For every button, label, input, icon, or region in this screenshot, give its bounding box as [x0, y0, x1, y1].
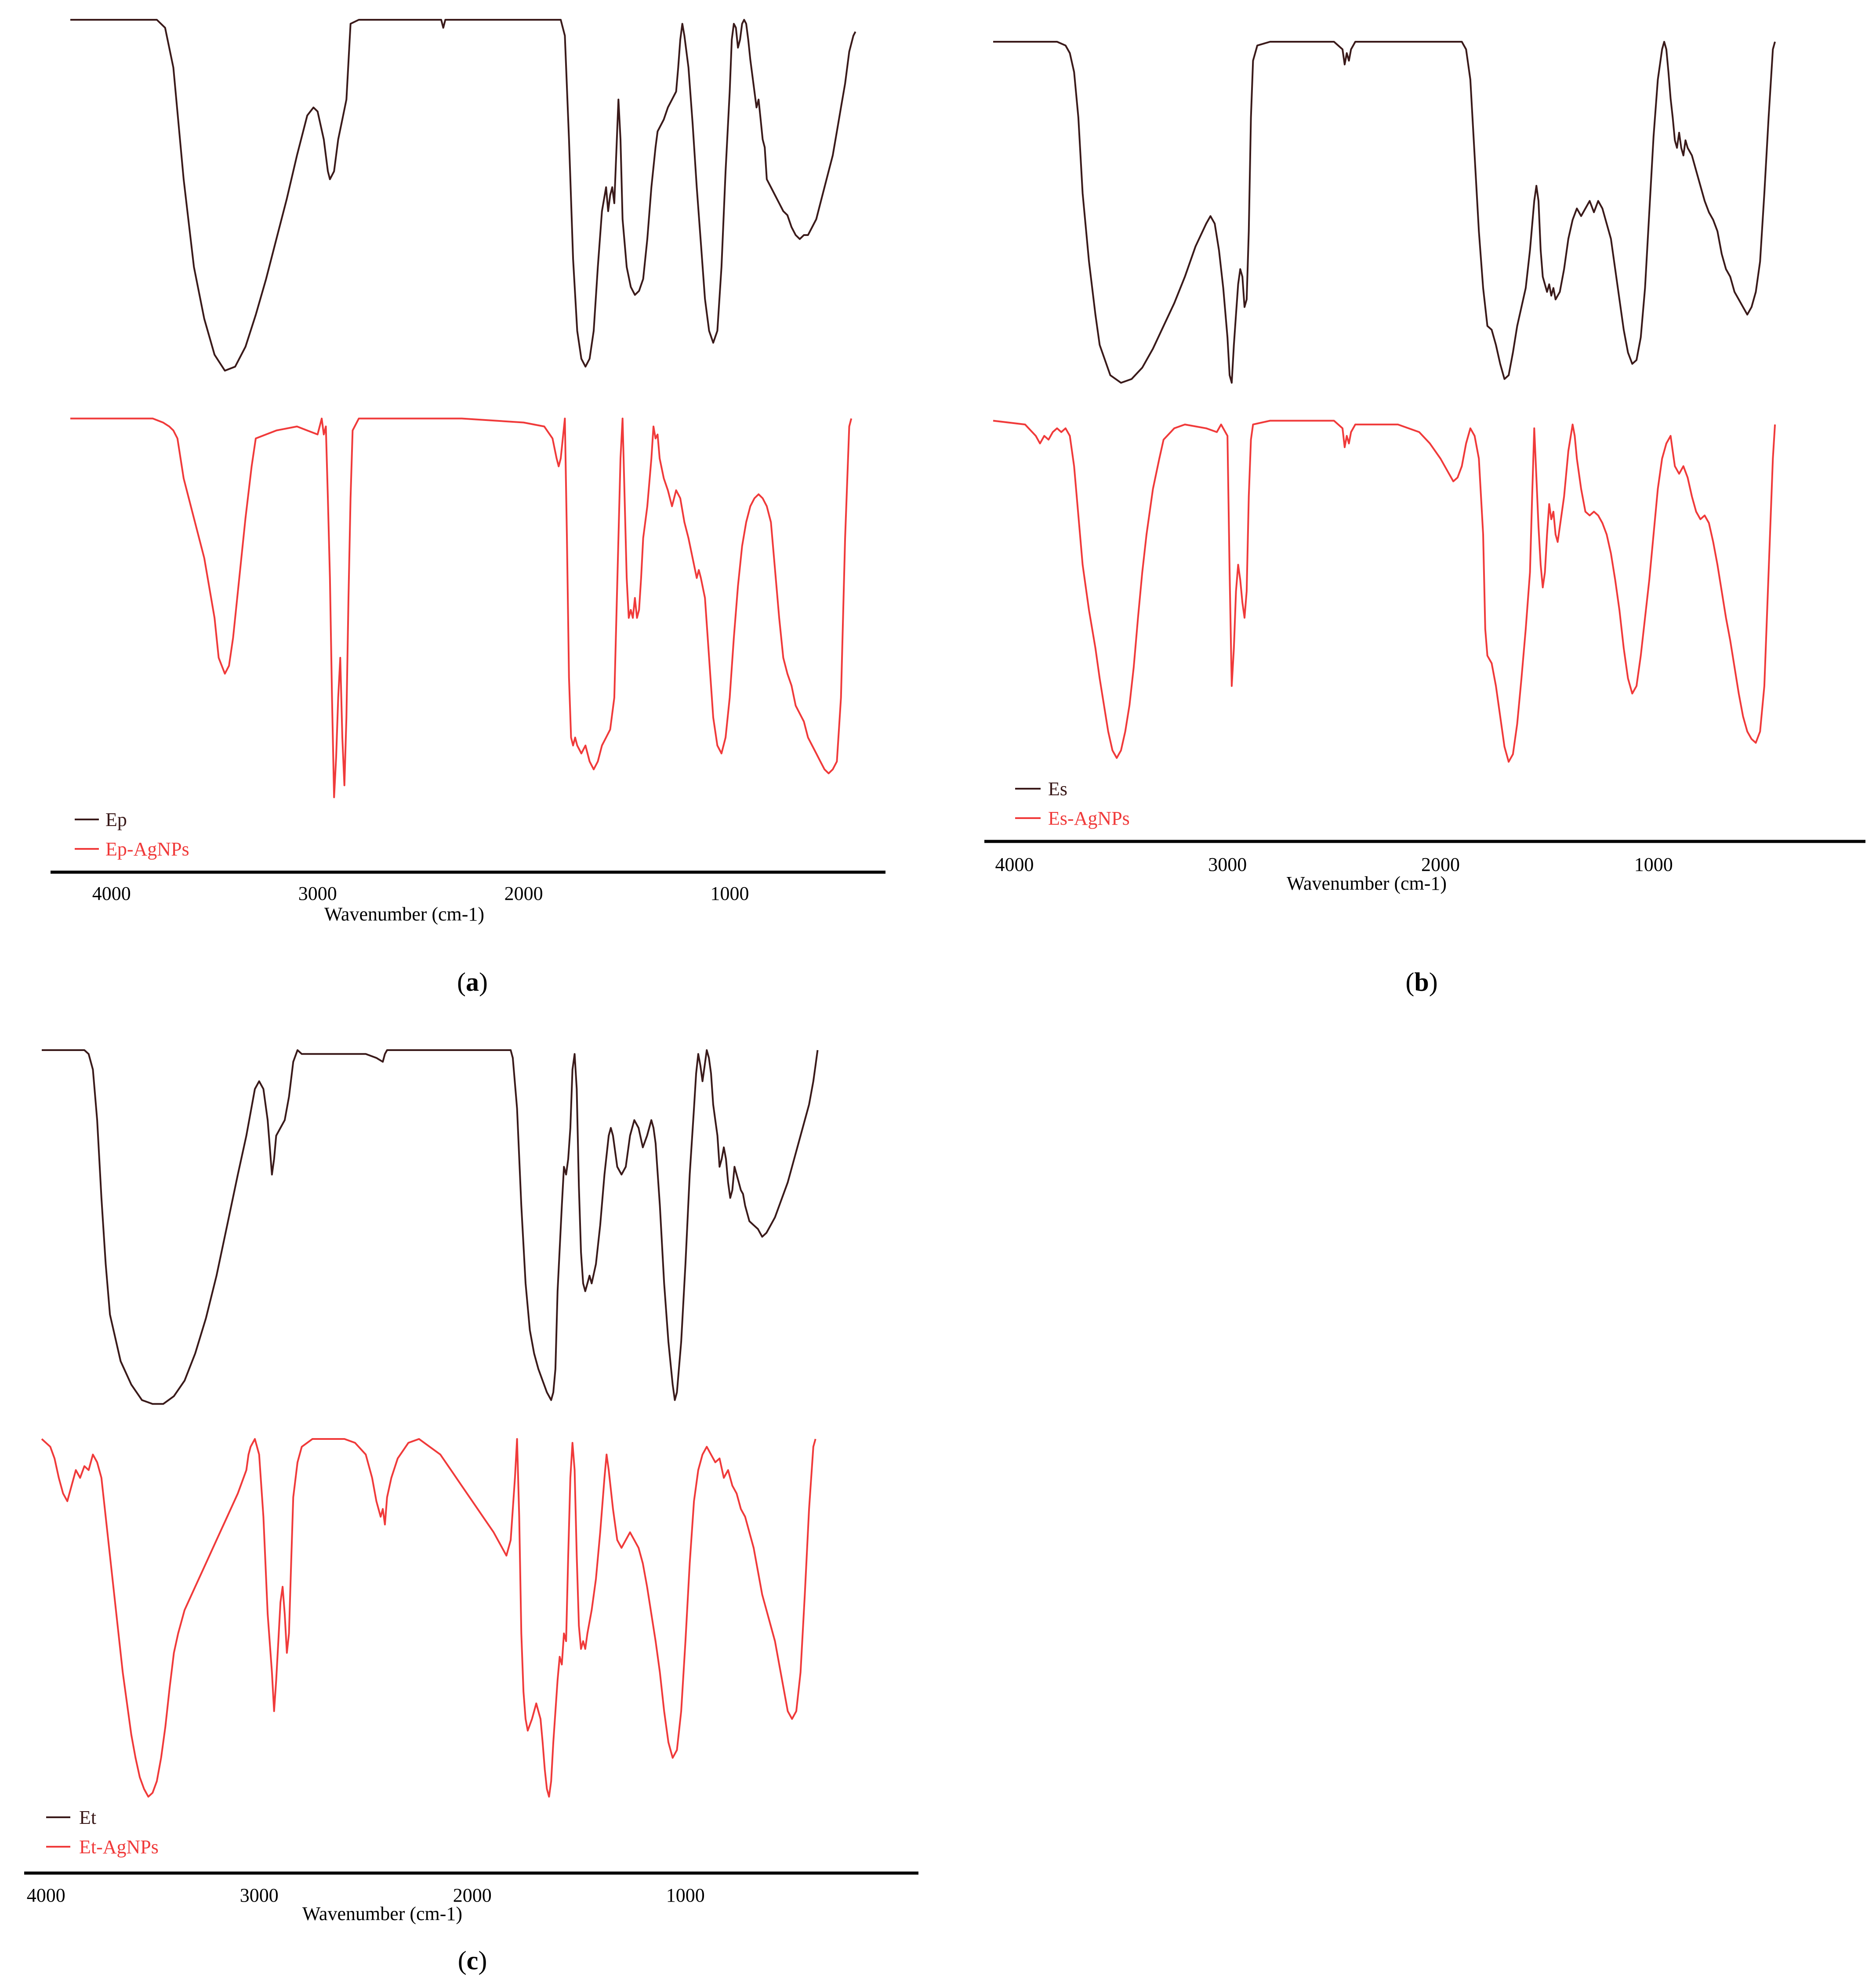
panel-b-x-axis-title: Wavenumber (cm-1): [1287, 873, 1447, 894]
panel-c-legend-label-agnps: Et-AgNPs: [79, 1836, 159, 1858]
panel-c-series: [41, 1049, 819, 1798]
panel-c-series-agnps-line: [41, 1438, 816, 1798]
panel-c-legend-label-sample: Et: [79, 1807, 96, 1828]
panel-b-x-tick-label: 2000: [1421, 854, 1460, 875]
panel-b-legend: Es Es-AgNPs: [1015, 778, 1130, 829]
panel-b-x-tick-label: 4000: [995, 854, 1034, 875]
panel-c-x-tick-label: 1000: [666, 1885, 705, 1906]
panel-b-legend-label-agnps: Es-AgNPs: [1048, 808, 1130, 829]
panel-c-x-tick-label: 4000: [27, 1885, 65, 1906]
panel-a-legend-label-sample: Ep: [105, 809, 127, 830]
panel-b: 4000 3000 2000 1000 Wavenumber (cm-1) Es Es…: [984, 41, 1865, 997]
panel-a-legend-label-agnps: Ep-AgNPs: [105, 838, 189, 860]
panel-c-x-tick-label: 3000: [240, 1885, 279, 1906]
panel-c-x-ticks: 4000 3000 2000 1000: [27, 1885, 705, 1906]
panel-b-caption: (b): [1405, 968, 1437, 997]
panel-b-x-tick-label: 3000: [1208, 854, 1247, 875]
panel-c-x-tick-label: 2000: [453, 1885, 492, 1906]
panel-c-legend: Et Et-AgNPs: [46, 1807, 159, 1858]
panel-a-legend: Ep Ep-AgNPs: [75, 809, 189, 860]
panel-a-series-agnps-line: [70, 417, 853, 798]
panel-b-x-ticks: 4000 3000 2000 1000: [995, 854, 1673, 875]
panel-a-x-ticks: 4000 3000 2000 1000: [92, 883, 749, 904]
panel-b-series-sample-line: [993, 41, 1776, 384]
panel-c: 4000 3000 2000 1000 Wavenumber (cm-1) Et Et…: [24, 1049, 918, 1975]
panel-a: 4000 3000 2000 1000 Wavenumber (cm-1) Ep Ep…: [51, 19, 885, 997]
panel-a-caption: (a): [457, 968, 488, 997]
panel-b-series: [993, 41, 1776, 763]
panel-c-caption: (c): [458, 1946, 487, 1975]
panel-a-x-tick-label: 1000: [711, 883, 749, 904]
panel-a-x-tick-label: 3000: [298, 883, 337, 904]
panel-b-legend-label-sample: Es: [1048, 778, 1067, 800]
panel-b-x-tick-label: 1000: [1634, 854, 1673, 875]
panel-a-x-axis-title: Wavenumber (cm-1): [324, 903, 484, 925]
panel-a-series: [70, 19, 856, 798]
panel-c-x-axis-title: Wavenumber (cm-1): [302, 1903, 462, 1924]
panel-a-x-tick-label: 2000: [504, 883, 543, 904]
panel-a-series-sample-line: [70, 19, 856, 372]
panel-c-series-sample-line: [42, 1049, 819, 1405]
panel-a-x-tick-label: 4000: [92, 883, 131, 904]
panel-b-series-agnps-line: [993, 420, 1776, 763]
